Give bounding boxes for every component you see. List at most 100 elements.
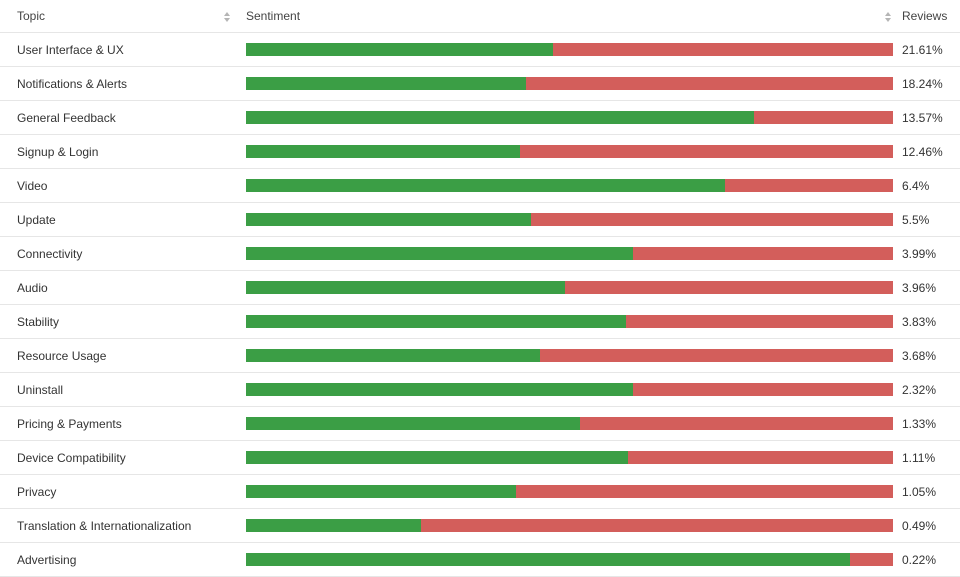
sentiment-cell <box>246 169 893 202</box>
reviews-cell: 1.11% <box>902 441 960 474</box>
sentiment-cell <box>246 67 893 100</box>
topic-cell: General Feedback <box>17 101 237 134</box>
table-row[interactable]: Translation & Internationalization 0.49% <box>0 509 960 543</box>
sentiment-bar <box>246 247 893 260</box>
positive-segment <box>246 179 726 192</box>
sentiment-cell <box>246 441 893 474</box>
topic-cell: Notifications & Alerts <box>17 67 237 100</box>
reviews-column-header[interactable]: Reviews <box>902 0 960 32</box>
reviews-cell: 6.4% <box>902 169 960 202</box>
reviews-value: 3.68% <box>902 348 937 363</box>
negative-segment <box>849 553 893 566</box>
table-row[interactable]: General Feedback 13.57% <box>0 101 960 135</box>
topic-label: Device Compatibility <box>17 450 126 465</box>
sentiment-bar <box>246 485 893 498</box>
reviews-cell: 12.46% <box>902 135 960 168</box>
positive-segment <box>246 315 626 328</box>
topic-header-label: Topic <box>17 9 46 23</box>
topic-cell: Uninstall <box>17 373 237 406</box>
sentiment-bar <box>246 315 893 328</box>
sentiment-bar <box>246 179 893 192</box>
topic-label: Resource Usage <box>17 348 107 363</box>
positive-segment <box>246 349 540 362</box>
table-row[interactable]: Signup & Login 12.46% <box>0 135 960 169</box>
topic-cell: Resource Usage <box>17 339 237 372</box>
sentiment-bar <box>246 145 893 158</box>
negative-segment <box>525 77 893 90</box>
sentiment-bar <box>246 383 893 396</box>
positive-segment <box>246 485 516 498</box>
reviews-cell: 21.61% <box>902 33 960 66</box>
negative-segment <box>564 281 893 294</box>
topic-label: Translation & Internationalization <box>17 518 192 533</box>
sentiment-sort-icon[interactable] <box>884 11 892 23</box>
table-header: Topic Sentiment Reviews <box>0 0 960 33</box>
reviews-cell: 2.32% <box>902 373 960 406</box>
sentiment-column-header[interactable]: Sentiment <box>246 0 893 32</box>
table-row[interactable]: Update 5.5% <box>0 203 960 237</box>
reviews-value: 6.4% <box>902 178 930 193</box>
reviews-value: 1.05% <box>902 484 937 499</box>
topic-cell: Signup & Login <box>17 135 237 168</box>
negative-segment <box>530 213 893 226</box>
table-row[interactable]: Connectivity 3.99% <box>0 237 960 271</box>
positive-segment <box>246 77 526 90</box>
topic-label: Privacy <box>17 484 57 499</box>
topic-label: Uninstall <box>17 382 64 397</box>
topic-cell: Pricing & Payments <box>17 407 237 440</box>
negative-segment <box>515 485 893 498</box>
sentiment-cell <box>246 305 893 338</box>
topic-cell: User Interface & UX <box>17 33 237 66</box>
table-row[interactable]: Audio 3.96% <box>0 271 960 305</box>
sentiment-bar <box>246 43 893 56</box>
table-row[interactable]: User Interface & UX 21.61% <box>0 33 960 67</box>
topic-label: Audio <box>17 280 48 295</box>
sentiment-cell <box>246 475 893 508</box>
topic-cell: Translation & Internationalization <box>17 509 237 542</box>
negative-segment <box>520 145 893 158</box>
reviews-value: 1.33% <box>902 416 937 431</box>
table-row[interactable]: Privacy 1.05% <box>0 475 960 509</box>
reviews-cell: 3.68% <box>902 339 960 372</box>
table-row[interactable]: Advertising 0.22% <box>0 543 960 577</box>
table-row[interactable]: Video 6.4% <box>0 169 960 203</box>
sentiment-cell <box>246 271 893 304</box>
positive-segment <box>246 383 633 396</box>
topic-label: Video <box>17 178 48 193</box>
positive-segment <box>246 247 633 260</box>
sentiment-bar <box>246 349 893 362</box>
reviews-value: 5.5% <box>902 212 930 227</box>
table-row[interactable]: Stability 3.83% <box>0 305 960 339</box>
table-row[interactable]: Uninstall 2.32% <box>0 373 960 407</box>
reviews-value: 1.11% <box>902 450 936 465</box>
positive-segment <box>246 417 580 430</box>
positive-segment <box>246 451 628 464</box>
topic-cell: Update <box>17 203 237 236</box>
topic-sort-icon[interactable] <box>223 11 231 23</box>
sentiment-cell <box>246 237 893 270</box>
positive-segment <box>246 553 850 566</box>
reviews-cell: 3.96% <box>902 271 960 304</box>
topic-column-header[interactable]: Topic <box>17 0 237 32</box>
sentiment-cell <box>246 101 893 134</box>
table-row[interactable]: Device Compatibility 1.11% <box>0 441 960 475</box>
topic-label: Update <box>17 212 56 227</box>
sentiment-bar <box>246 281 893 294</box>
sentiment-bar <box>246 417 893 430</box>
sentiment-bar <box>246 553 893 566</box>
table-row[interactable]: Notifications & Alerts 18.24% <box>0 67 960 101</box>
topic-cell: Connectivity <box>17 237 237 270</box>
negative-segment <box>627 451 893 464</box>
table-row[interactable]: Resource Usage 3.68% <box>0 339 960 373</box>
topic-label: Connectivity <box>17 246 83 261</box>
topic-cell: Stability <box>17 305 237 338</box>
reviews-value: 3.83% <box>902 314 937 329</box>
topic-cell: Advertising <box>17 543 237 576</box>
sentiment-header-label: Sentiment <box>246 9 301 23</box>
positive-segment <box>246 213 531 226</box>
reviews-value: 3.96% <box>902 280 937 295</box>
reviews-cell: 1.33% <box>902 407 960 440</box>
reviews-cell: 3.83% <box>902 305 960 338</box>
table-row[interactable]: Pricing & Payments 1.33% <box>0 407 960 441</box>
